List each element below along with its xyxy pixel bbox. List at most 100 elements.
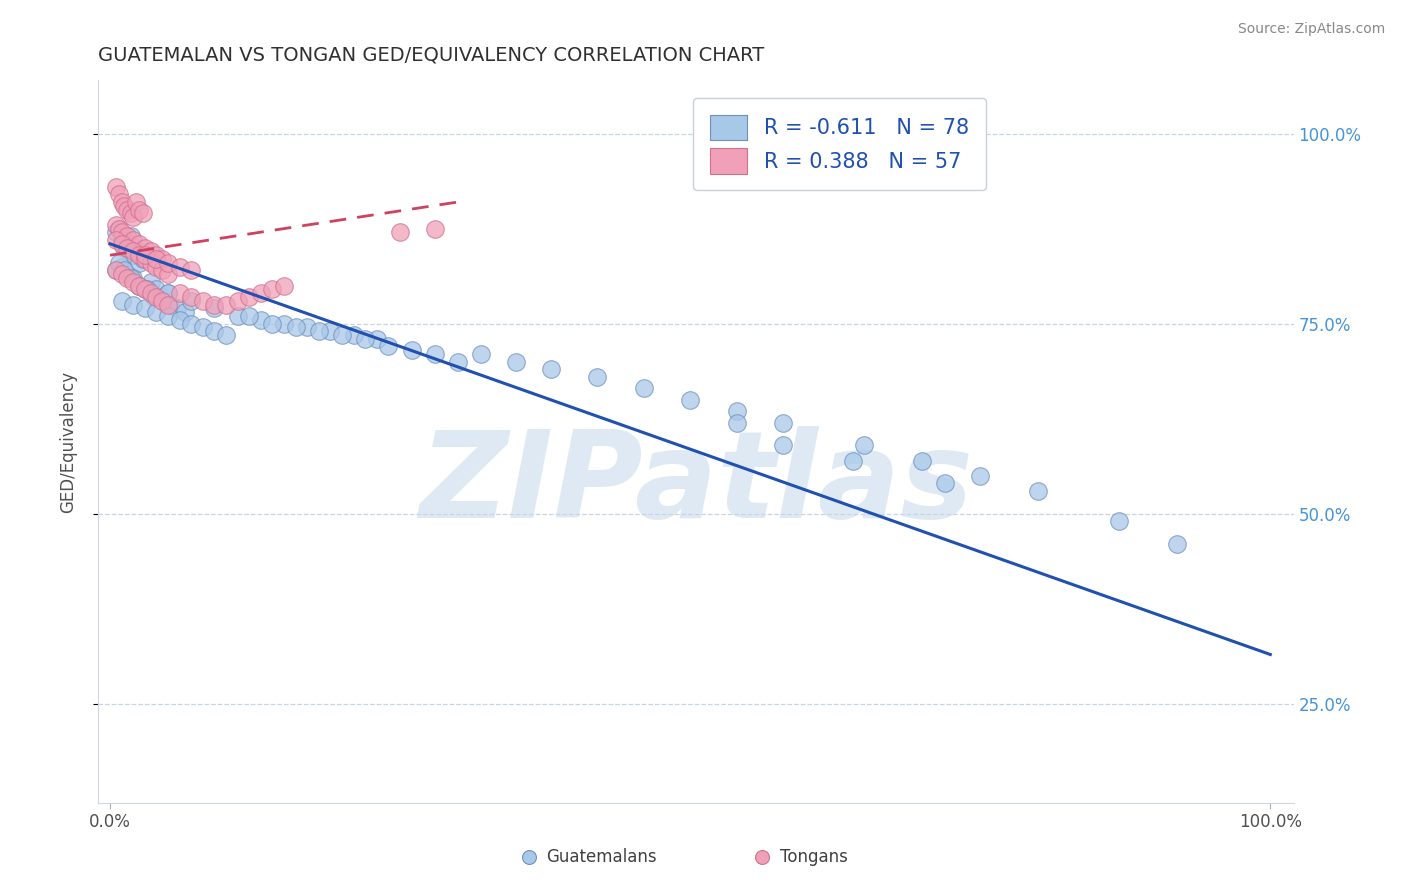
Point: [366, 332, 388, 346]
Point: [111, 293, 134, 308]
Point: [145, 305, 167, 319]
Point: [112, 241, 135, 255]
Point: [104, 218, 127, 232]
Point: [157, 309, 180, 323]
Point: [134, 282, 156, 296]
Text: GUATEMALAN VS TONGAN GED/EQUIVALENCY CORRELATION CHART: GUATEMALAN VS TONGAN GED/EQUIVALENCY COR…: [98, 45, 765, 65]
Point: [169, 313, 191, 327]
Point: [226, 309, 249, 323]
Point: [117, 202, 139, 217]
Point: [145, 290, 167, 304]
Point: [157, 256, 180, 270]
Point: [679, 392, 702, 407]
Point: [586, 370, 609, 384]
Point: [308, 324, 330, 338]
Point: [297, 320, 319, 334]
Point: [725, 416, 748, 430]
Point: [423, 221, 446, 235]
Point: [117, 271, 139, 285]
Point: [122, 271, 145, 285]
Point: [104, 233, 127, 247]
Point: [180, 263, 202, 277]
Point: [841, 453, 863, 467]
Point: [139, 275, 162, 289]
Point: [423, 347, 446, 361]
Point: [128, 278, 150, 293]
Point: [111, 194, 134, 209]
Point: [157, 298, 180, 312]
Point: [112, 263, 135, 277]
Point: [117, 267, 139, 281]
Point: [124, 194, 146, 209]
Point: [111, 233, 134, 247]
Point: [120, 271, 142, 285]
Point: [139, 256, 162, 270]
Point: [1166, 537, 1188, 551]
Point: [104, 226, 127, 240]
Point: [145, 260, 167, 274]
Point: [169, 260, 191, 274]
Point: [157, 286, 180, 301]
Point: [215, 298, 238, 312]
Point: [112, 199, 135, 213]
Point: [250, 313, 273, 327]
Point: [131, 206, 153, 220]
Point: [122, 233, 145, 247]
Point: [150, 290, 173, 304]
Point: [120, 229, 142, 244]
Legend: R = -0.611   N = 78, R = 0.388   N = 57: R = -0.611 N = 78, R = 0.388 N = 57: [693, 98, 986, 190]
Point: [772, 416, 794, 430]
Point: [262, 317, 284, 331]
Point: [122, 210, 145, 224]
Point: [470, 347, 492, 361]
Point: [150, 293, 173, 308]
Point: [377, 339, 399, 353]
Point: [108, 221, 131, 235]
Point: [124, 244, 146, 259]
Point: [145, 248, 167, 262]
Point: [204, 324, 226, 338]
Point: [128, 248, 150, 262]
Point: [128, 278, 150, 293]
Point: [128, 236, 150, 251]
Point: [330, 328, 353, 343]
Point: [354, 332, 377, 346]
Point: [204, 298, 226, 312]
Point: [111, 226, 134, 240]
Y-axis label: GED/Equivalency: GED/Equivalency: [59, 370, 77, 513]
Text: Source: ZipAtlas.com: Source: ZipAtlas.com: [1237, 22, 1385, 37]
Point: [204, 301, 226, 316]
Point: [145, 282, 167, 296]
Point: [134, 301, 156, 316]
Point: [143, 290, 166, 304]
Point: [273, 278, 295, 293]
Text: ZIPatlas: ZIPatlas: [419, 426, 973, 543]
Point: [934, 476, 956, 491]
Point: [505, 354, 527, 368]
Point: [108, 187, 131, 202]
Point: [633, 381, 655, 395]
Point: [238, 290, 260, 304]
Point: [145, 252, 167, 266]
Point: [969, 468, 991, 483]
Point: [250, 286, 273, 301]
Point: [134, 248, 156, 262]
Point: [128, 202, 150, 217]
Point: [122, 298, 145, 312]
Point: [120, 206, 142, 220]
Point: [134, 252, 156, 266]
Point: [343, 328, 366, 343]
Point: [191, 293, 214, 308]
Point: [134, 282, 156, 296]
Point: [157, 267, 180, 281]
Point: [104, 263, 127, 277]
Point: [139, 244, 162, 259]
Point: [191, 320, 214, 334]
Point: [215, 328, 238, 343]
Point: [772, 438, 794, 452]
Point: [150, 263, 173, 277]
Point: [150, 293, 173, 308]
Point: [853, 438, 876, 452]
Point: [540, 362, 562, 376]
Point: [174, 305, 197, 319]
